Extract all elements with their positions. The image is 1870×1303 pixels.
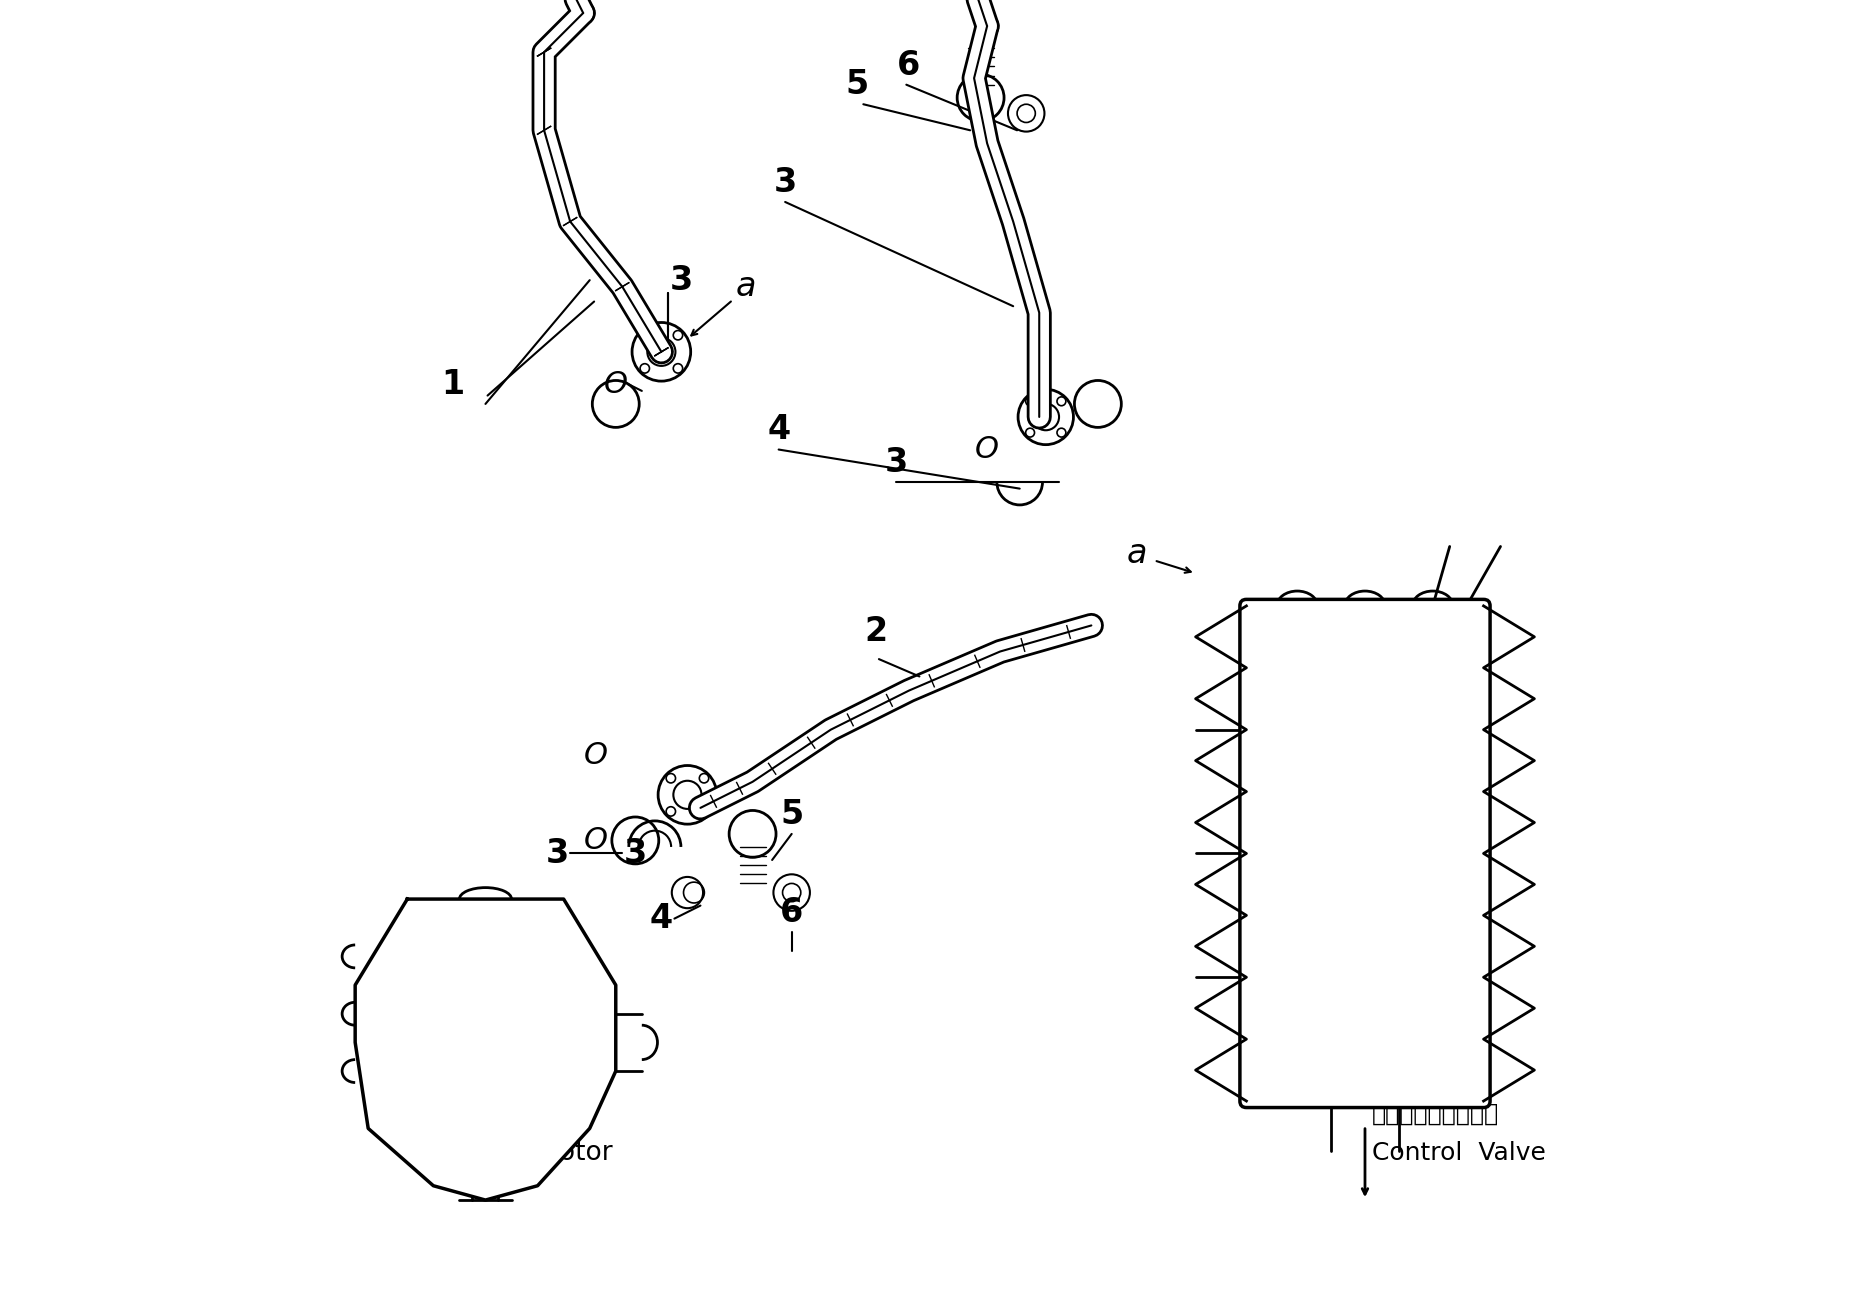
Text: 旋回モータ: 旋回モータ: [512, 1101, 591, 1127]
Text: 3: 3: [774, 165, 797, 199]
Text: a: a: [735, 270, 755, 304]
Text: 5: 5: [845, 68, 868, 102]
Text: a: a: [1128, 537, 1146, 571]
Polygon shape: [355, 899, 615, 1200]
Text: 4: 4: [767, 413, 791, 447]
Text: 3: 3: [625, 837, 647, 870]
Text: 2: 2: [864, 615, 888, 649]
Text: 3: 3: [669, 263, 692, 297]
Text: Swing  Motor: Swing Motor: [439, 1140, 613, 1166]
Text: コントロールバルブ: コントロールバルブ: [1371, 1102, 1498, 1126]
Text: O: O: [974, 435, 999, 464]
Text: 4: 4: [649, 902, 673, 936]
Text: O: O: [604, 370, 628, 399]
Text: 3: 3: [546, 837, 568, 870]
Text: O: O: [583, 741, 608, 770]
Text: Control  Valve: Control Valve: [1371, 1141, 1545, 1165]
Text: 5: 5: [780, 797, 804, 831]
Text: O: O: [583, 826, 608, 855]
Text: 6: 6: [780, 895, 804, 929]
Text: 3: 3: [885, 446, 907, 480]
Circle shape: [408, 989, 486, 1067]
Text: 6: 6: [898, 48, 920, 82]
Text: 1: 1: [441, 367, 464, 401]
FancyBboxPatch shape: [1240, 599, 1490, 1108]
